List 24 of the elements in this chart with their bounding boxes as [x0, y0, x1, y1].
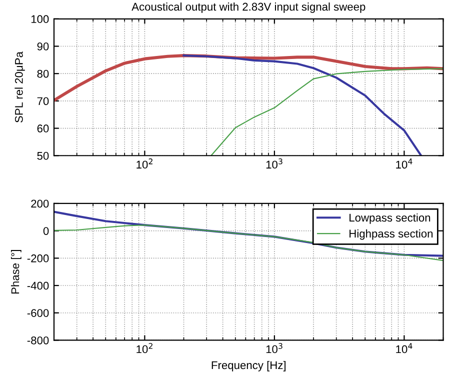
y-tick-label: 90	[37, 42, 49, 50]
y-tick-label: 100	[31, 15, 49, 24]
x-tick-label: 10$^{2}$	[136, 158, 152, 169]
legend-label: Lowpass section	[350, 213, 430, 224]
x-axis-title: Frequency [Hz]	[212, 360, 286, 372]
y-axis-title: Phase [°]	[10, 250, 22, 294]
x-tick-label: 10$^{4}$	[396, 343, 412, 354]
y-tick-label: 200	[31, 200, 49, 208]
y-tick-label: 50	[37, 152, 49, 160]
legend-label: Highpass section	[350, 229, 433, 240]
y-tick-label: -800	[27, 336, 49, 344]
y-tick-label: 70	[37, 97, 49, 106]
y-tick-label: 80	[37, 70, 49, 78]
chart-title: Acoustical output with 2.83V input signal sweep	[132, 2, 366, 13]
y-tick-label: -400	[27, 282, 49, 290]
x-tick-label: 10$^{3}$	[266, 343, 282, 354]
y-tick-label: -200	[27, 254, 49, 262]
y-axis-title: SPL rel 20μPa	[14, 52, 25, 122]
y-tick-label: 0	[43, 227, 49, 235]
y-tick-label: 60	[37, 124, 49, 132]
x-tick-label: 10$^{4}$	[396, 158, 412, 169]
x-tick-label: 10$^{2}$	[136, 343, 152, 354]
x-tick-label: 10$^{3}$	[266, 158, 282, 169]
y-tick-label: -600	[27, 309, 49, 317]
